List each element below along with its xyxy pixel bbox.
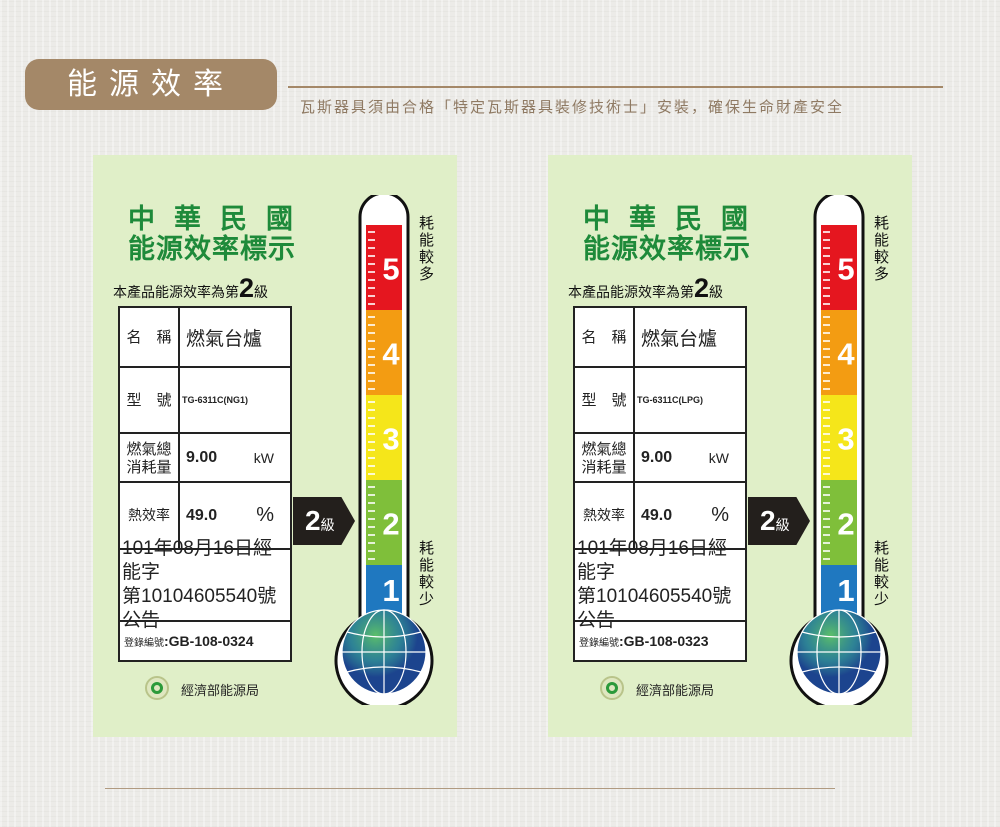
spec-table: 名 稱燃氣台爐 型 號 TG-6311C(NG1) 燃氣總消耗量 9.00 kW 熱效…	[118, 306, 292, 662]
scale-high-label: 耗能較多	[874, 214, 890, 283]
table-row: 型 號 TG-6311C(LPG)	[575, 368, 745, 434]
energy-label: 中華民國 能源效率標示 本產品能源效率為第2級 名 稱燃氣台爐 型 號 TG-63…	[548, 155, 912, 737]
table-row: 熱效率 49.0%	[575, 483, 745, 550]
announcement: 101年08月16日經能字 第10104605540號公告	[120, 538, 290, 631]
install-notice: 瓦斯器具須由合格「特定瓦斯器具裝修技術士」安裝，確保生命財產安全	[300, 98, 845, 116]
table-row: 名 稱燃氣台爐	[575, 308, 745, 368]
level-band-1	[821, 565, 857, 615]
agency-name: 經濟部能源局	[181, 684, 260, 699]
scale-low-label: 耗能較少	[419, 539, 435, 608]
label-title: 能源效率標示	[128, 234, 296, 265]
energy-bureau-logo	[600, 676, 624, 700]
table-row: 燃氣總消耗量 9.00 kW	[575, 434, 745, 483]
table-row: 熱效率 49.0%	[120, 483, 290, 550]
registration: 登錄編號:GB-108-0324	[124, 633, 254, 649]
table-row: 型 號 TG-6311C(NG1)	[120, 368, 290, 434]
registration: 登錄編號:GB-108-0323	[579, 633, 709, 649]
section-title: 能源效率	[25, 59, 277, 110]
label-title-country: 中華民國	[583, 204, 767, 235]
spec-table: 名 稱燃氣台爐 型 號 TG-6311C(LPG) 燃氣總消耗量 9.00 kW 熱效…	[573, 306, 747, 662]
level-number: 5	[382, 252, 399, 287]
scale-low-label: 耗能較少	[874, 539, 890, 608]
level-number: 2	[837, 507, 854, 542]
grade-statement: 本產品能源效率為第2級	[568, 273, 724, 303]
label-title: 能源效率標示	[583, 234, 751, 265]
thermometer-scale: 5 4 3 2 1	[334, 195, 434, 705]
energy-label: 中華民國 能源效率標示 本產品能源效率為第2級 名 稱燃氣台爐 型 號 TG-63…	[93, 155, 457, 737]
bottom-divider	[105, 788, 835, 789]
label-title-country: 中華民國	[128, 204, 312, 235]
grade-arrow: 2級	[293, 497, 355, 545]
table-row: 燃氣總消耗量 9.00 kW	[120, 434, 290, 483]
scale-high-label: 耗能較多	[419, 214, 435, 283]
level-band-1	[366, 565, 402, 615]
grade-arrow: 2級	[748, 497, 810, 545]
level-number: 4	[837, 337, 855, 372]
level-number: 3	[837, 422, 854, 457]
energy-bureau-logo	[145, 676, 169, 700]
level-number: 2	[382, 507, 399, 542]
level-number: 5	[837, 252, 854, 287]
level-number: 1	[382, 573, 399, 608]
level-number: 4	[382, 337, 400, 372]
thermometer-scale: 5 4 3 2 1	[789, 195, 889, 705]
announcement: 101年08月16日經能字 第10104605540號公告	[575, 538, 745, 631]
table-row: 名 稱燃氣台爐	[120, 308, 290, 368]
level-number: 3	[382, 422, 399, 457]
divider	[288, 86, 943, 88]
agency-name: 經濟部能源局	[636, 684, 715, 699]
grade-statement: 本產品能源效率為第2級	[113, 273, 269, 303]
level-number: 1	[837, 573, 854, 608]
